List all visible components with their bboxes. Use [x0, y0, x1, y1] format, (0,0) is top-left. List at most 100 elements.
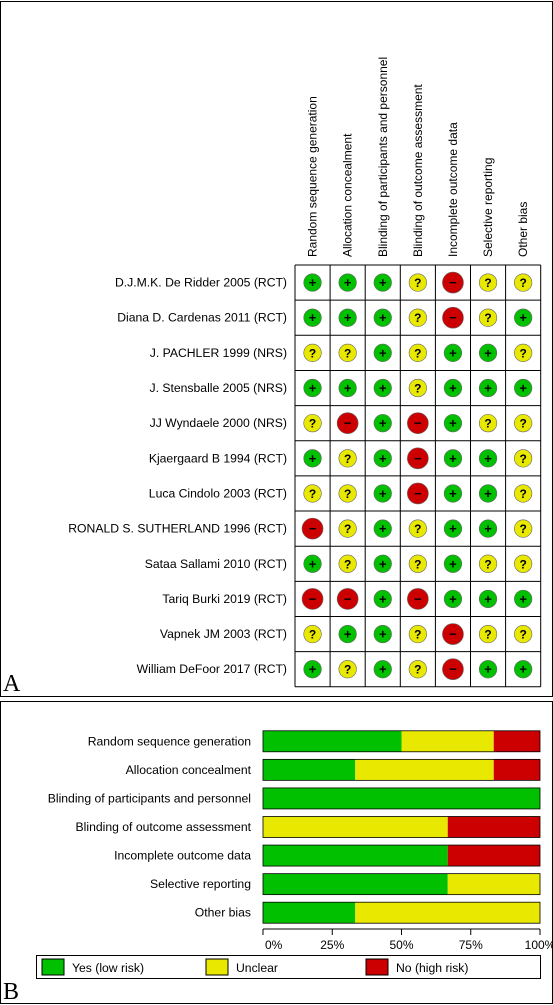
category-label: Random sequence generation: [88, 734, 251, 748]
judgement-low: [373, 660, 392, 679]
judgement-symbol: −: [449, 627, 457, 642]
judgement-low: [373, 378, 392, 398]
judgement-symbol: +: [449, 521, 457, 536]
column-header: Blinding of outcome assessment: [411, 84, 425, 257]
x-tick-label: 75%: [459, 938, 483, 952]
judgement-symbol: ?: [414, 276, 421, 290]
judgement-symbol: −: [344, 416, 352, 431]
judgement-symbol: ?: [519, 522, 526, 536]
column-header: Blinding of participants and personnel: [376, 57, 390, 257]
column-header: Random sequence generation: [306, 96, 320, 257]
legend-swatch-unclear: [205, 958, 229, 976]
bar-outline: [262, 730, 541, 753]
judgement-symbol: +: [449, 451, 457, 466]
judgement-symbol: +: [309, 662, 317, 677]
judgement-low: [303, 660, 322, 679]
x-tick-label: 25%: [320, 938, 344, 952]
bar-outline: [262, 844, 541, 867]
judgement-symbol: +: [379, 451, 387, 466]
judgement-unclear: [478, 414, 498, 433]
judgement-symbol: ?: [519, 452, 526, 466]
judgement-low: [478, 484, 498, 503]
judgement-unclear: [408, 343, 427, 362]
judgement-low: [443, 484, 463, 503]
judgement-unclear: [514, 273, 533, 292]
judgement-symbol: ?: [519, 487, 526, 501]
judgement-symbol: +: [379, 275, 387, 290]
bar-segment-low: [263, 873, 448, 895]
judgement-symbol: +: [449, 345, 457, 360]
judgement-symbol: +: [379, 310, 387, 325]
judgement-symbol: −: [449, 662, 457, 677]
judgement-low: [303, 273, 322, 292]
judgement-low: [338, 308, 357, 327]
judgement-symbol: −: [309, 591, 317, 606]
judgement-symbol: ?: [309, 487, 316, 501]
judgement-unclear: [408, 519, 427, 538]
judgement-low: [373, 519, 392, 538]
bar-outline: [262, 901, 541, 924]
judgement-symbol: +: [484, 381, 492, 396]
judgement-high: [407, 447, 429, 470]
bar-segment-low: [263, 787, 540, 809]
legend-swatch-high: [365, 958, 389, 976]
study-label: Kjaergaard B 1994 (RCT): [149, 451, 287, 465]
judgement-low: [373, 589, 392, 609]
category-label: Allocation concealment: [126, 763, 252, 777]
judgement-symbol: ?: [414, 311, 421, 325]
column-header: Incomplete outcome data: [446, 122, 460, 257]
judgement-low: [478, 660, 498, 679]
judgement-low: [373, 273, 392, 292]
bar-segment-low: [263, 730, 402, 752]
judgement-symbol: +: [379, 486, 387, 501]
judgement-low: [373, 414, 392, 433]
judgement-symbol: ?: [414, 628, 421, 642]
judgement-unclear: [478, 554, 498, 573]
judgement-symbol: ?: [484, 628, 491, 642]
bar-outline: [262, 816, 541, 838]
bar-outline: [262, 758, 541, 781]
judgement-symbol: −: [309, 521, 317, 536]
judgement-symbol: ?: [414, 522, 421, 536]
judgement-low: [443, 449, 463, 468]
judgement-symbol: −: [344, 591, 352, 606]
x-tick-label: 100%: [525, 938, 553, 952]
judgement-unclear: [514, 414, 533, 433]
judgement-symbol: +: [309, 381, 317, 396]
judgement-low: [303, 554, 322, 573]
judgement-low: [478, 589, 498, 609]
judgement-symbol: ?: [519, 417, 526, 431]
judgement-symbol: −: [414, 451, 422, 466]
bar-segment-unclear: [355, 902, 540, 924]
judgement-symbol: +: [379, 521, 387, 536]
judgement-symbol: −: [449, 310, 457, 325]
judgement-low: [443, 343, 463, 362]
judgement-symbol: ?: [519, 628, 526, 642]
judgement-symbol: +: [519, 662, 527, 677]
judgement-symbol: ?: [414, 557, 421, 571]
judgement-symbol: +: [519, 591, 527, 606]
study-label: Tariq Burki 2019 (RCT): [162, 592, 287, 606]
judgement-low: [373, 484, 392, 503]
judgement-symbol: ?: [309, 628, 316, 642]
bar-segment-unclear: [355, 759, 494, 781]
judgement-symbol: −: [414, 591, 422, 606]
judgement-low: [443, 519, 463, 538]
bar-segment-high: [493, 759, 540, 781]
judgement-symbol: ?: [344, 663, 351, 677]
judgement-low: [303, 308, 322, 327]
judgement-symbol: +: [344, 310, 352, 325]
x-tick-label: 0%: [265, 938, 283, 952]
judgement-symbol: +: [449, 556, 457, 571]
judgement-symbol: +: [379, 627, 387, 642]
judgement-unclear: [303, 343, 322, 362]
judgement-low: [303, 378, 322, 398]
judgement-symbol: ?: [484, 557, 491, 571]
bar-segment-unclear: [447, 873, 540, 895]
bar-segment-low: [263, 902, 356, 924]
judgement-unclear: [514, 343, 533, 362]
judgement-low: [478, 449, 498, 468]
study-label: Vapnek JM 2003 (RCT): [160, 627, 287, 641]
study-label: JJ Wyndaele 2000 (NRS): [150, 416, 287, 430]
judgement-unclear: [408, 554, 427, 573]
